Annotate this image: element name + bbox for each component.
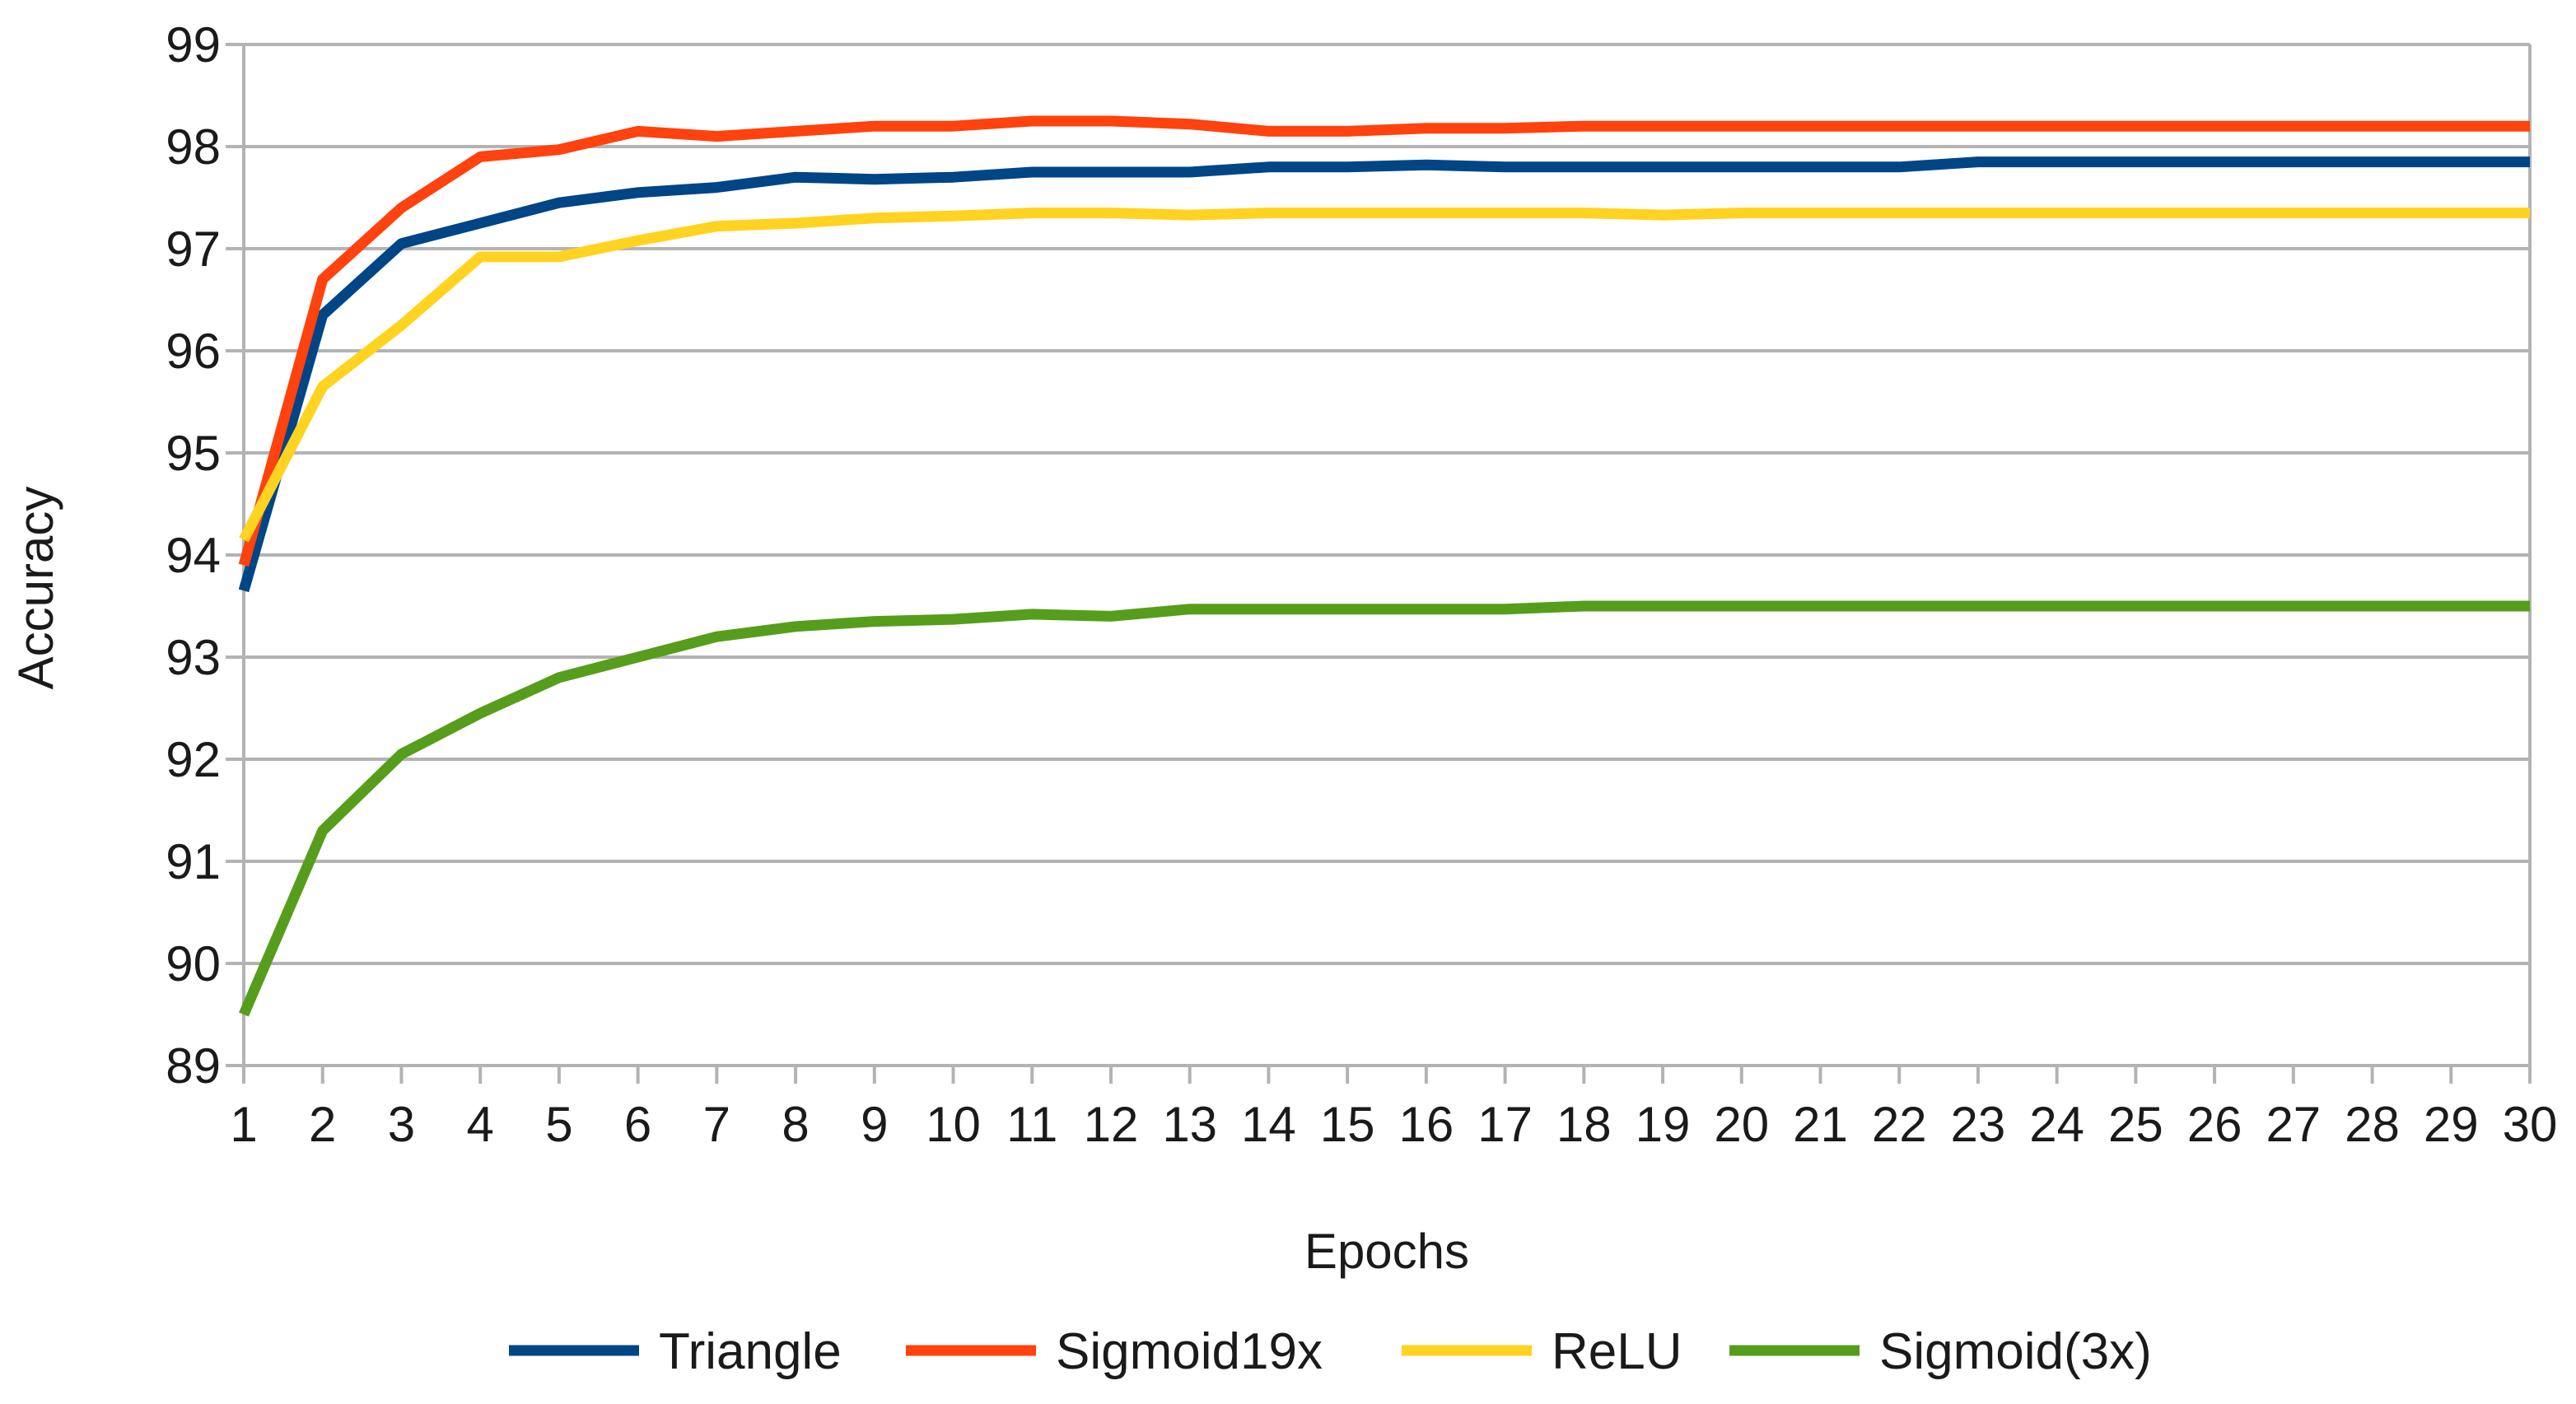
- y-axis-title: Accuracy: [8, 487, 63, 690]
- x-tick-label: 23: [1951, 1097, 2006, 1152]
- y-tick-label: 91: [166, 834, 221, 889]
- y-tick-label: 98: [166, 119, 221, 175]
- x-tick-label: 2: [309, 1097, 336, 1152]
- x-tick-label: 29: [2424, 1097, 2479, 1152]
- x-tick-label: 27: [2266, 1097, 2321, 1152]
- y-tick-label: 94: [166, 528, 221, 583]
- series-line-sigmoid19x: [238, 115, 2530, 567]
- y-tick-label: 97: [166, 222, 221, 277]
- x-tick-label: 22: [1872, 1097, 1927, 1152]
- y-tick-label: 93: [166, 630, 221, 685]
- y-tick-label: 92: [166, 732, 221, 787]
- x-tick-label: 8: [782, 1097, 809, 1152]
- x-tick-label: 20: [1714, 1097, 1769, 1152]
- x-tick-label: 9: [861, 1097, 888, 1152]
- x-tick-label: 15: [1320, 1097, 1375, 1152]
- y-tick-label: 89: [166, 1038, 221, 1094]
- legend-label-sigmoid19x: Sigmoid19x: [1056, 1323, 1323, 1380]
- y-tick-label: 99: [166, 17, 221, 72]
- legend-label-triangle: Triangle: [659, 1323, 842, 1380]
- x-tick-label: 21: [1793, 1097, 1848, 1152]
- x-tick-label: 14: [1241, 1097, 1296, 1152]
- x-tick-label: 18: [1556, 1097, 1612, 1152]
- x-tick-label: 28: [2345, 1097, 2400, 1152]
- x-tick-label: 19: [1636, 1097, 1691, 1152]
- grid-lines: [244, 43, 2530, 1067]
- x-tick-label: 16: [1398, 1097, 1454, 1152]
- y-tick-label: 90: [166, 936, 221, 991]
- x-tick-label: 12: [1084, 1097, 1139, 1152]
- legend: Triangle Sigmoid19x ReLU Sigmoid(3x): [509, 1323, 2152, 1380]
- x-tick-label: 4: [466, 1097, 493, 1152]
- x-tick-label: 6: [624, 1097, 651, 1152]
- x-tick-label: 3: [388, 1097, 415, 1152]
- x-tick-label: 5: [545, 1097, 572, 1152]
- x-tick-label: 25: [2108, 1097, 2163, 1152]
- x-tick-label: 24: [2029, 1097, 2084, 1152]
- y-tick-label: 95: [166, 426, 221, 481]
- x-tick-label: 11: [1006, 1097, 1057, 1152]
- series-line-relu: [239, 208, 2530, 543]
- y-tick-label: 96: [166, 324, 221, 379]
- legend-label-sigmoid-3x: Sigmoid(3x): [1879, 1323, 2152, 1380]
- series-line-sigmoid-3x: [239, 600, 2530, 1017]
- x-tick-label: 10: [926, 1097, 981, 1152]
- series-line-triangle: [238, 156, 2530, 593]
- legend-label-relu: ReLU: [1552, 1323, 1682, 1380]
- x-tick-label: 17: [1477, 1097, 1533, 1152]
- series-lines: [238, 115, 2530, 1017]
- x-tick-label: 1: [230, 1097, 257, 1152]
- x-tick-label: 7: [703, 1097, 730, 1152]
- x-tick-label: 30: [2503, 1097, 2558, 1152]
- x-tick-label: 26: [2187, 1097, 2242, 1152]
- x-axis-title: Epochs: [1304, 1224, 1469, 1279]
- x-tick-label: 13: [1162, 1097, 1217, 1152]
